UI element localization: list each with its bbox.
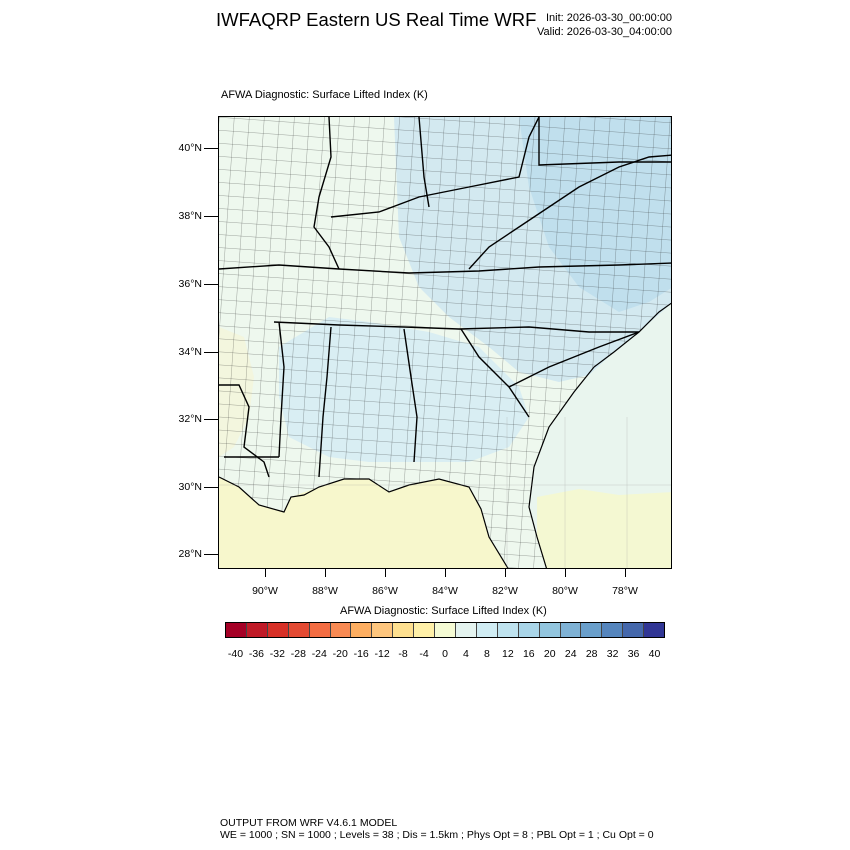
colorbar-swatch [226, 623, 247, 637]
colorbar-swatch [246, 623, 268, 637]
lat-label-40n: 40°N [178, 142, 202, 154]
lon-label-86w: 86°W [372, 585, 398, 597]
colorbar-label: 0 [442, 648, 448, 660]
colorbar-label: 4 [463, 648, 469, 660]
colorbar [225, 622, 665, 638]
lat-label-28n: 28°N [178, 548, 202, 560]
colorbar-label: 20 [543, 648, 556, 660]
footer-run-params: WE = 1000 ; SN = 1000 ; Levels = 38 ; Di… [220, 829, 654, 841]
lon-tick [265, 569, 266, 577]
colorbar-swatch [539, 623, 561, 637]
neutral-gulf [219, 477, 508, 568]
colorbar-label: 12 [502, 648, 514, 660]
colorbar-label: 32 [606, 648, 619, 660]
county-borders [219, 117, 671, 568]
lat-label-38n: 38°N [178, 210, 202, 222]
colorbar-swatch [351, 623, 373, 637]
lon-tick [385, 569, 386, 577]
lon-label-90w: 90°W [252, 585, 278, 597]
map-panel [218, 116, 672, 569]
colorbar-swatch [560, 623, 582, 637]
lat-tick [204, 216, 218, 217]
lon-tick [565, 569, 566, 577]
colorbar-label: -28 [290, 648, 306, 660]
colorbar-label: 16 [522, 648, 535, 660]
graticule [219, 417, 671, 568]
colorbar-swatch [309, 623, 331, 637]
colorbar-label: -4 [419, 648, 429, 660]
colorbar-swatch [393, 623, 415, 637]
chart-title: IWFAQRP Eastern US Real Time WRF [216, 9, 537, 30]
lat-tick [204, 554, 218, 555]
colorbar-swatch [330, 623, 352, 637]
colorbar-swatch [435, 623, 456, 637]
neutral-atlantic [537, 489, 671, 568]
colorbar-swatch [581, 623, 603, 637]
lon-tick [445, 569, 446, 577]
footer-model-info: OUTPUT FROM WRF V4.6.1 MODEL [220, 817, 398, 829]
colorbar-title: AFWA Diagnostic: Surface Lifted Index (K… [340, 605, 547, 617]
colorbar-swatch [518, 623, 540, 637]
colorbar-label: -24 [311, 648, 327, 660]
coastline [219, 302, 671, 568]
lat-tick [204, 487, 218, 488]
colorbar-swatch [372, 623, 394, 637]
colorbar-swatch [414, 623, 436, 637]
lat-label-34n: 34°N [178, 346, 202, 358]
lon-label-82w: 82°W [492, 585, 518, 597]
colorbar-label: 36 [627, 648, 640, 660]
colorbar-label: 8 [483, 648, 490, 660]
colorbar-label: -40 [227, 648, 244, 660]
init-time: Init: 2026-03-30_00:00:00 [546, 12, 672, 24]
lat-tick [204, 148, 218, 149]
colorbar-label: -36 [248, 648, 265, 660]
lon-tick [625, 569, 626, 577]
colorbar-swatch [476, 623, 498, 637]
lat-tick [204, 419, 218, 420]
lon-label-78w: 78°W [612, 585, 638, 597]
lat-label-32n: 32°N [178, 413, 202, 425]
colorbar-swatch [602, 623, 624, 637]
lon-tick [325, 569, 326, 577]
colorbar-label: -20 [332, 648, 348, 660]
lon-label-80w: 80°W [552, 585, 578, 597]
colorbar-swatch [267, 623, 289, 637]
panel-title: AFWA Diagnostic: Surface Lifted Index (K… [221, 89, 428, 101]
lat-label-36n: 36°N [178, 278, 202, 290]
colorbar-swatch [288, 623, 310, 637]
lon-label-84w: 84°W [432, 585, 458, 597]
colorbar-swatch [644, 623, 665, 637]
lat-tick [204, 284, 218, 285]
colorbar-label: -16 [353, 648, 369, 660]
colorbar-swatch [497, 623, 519, 637]
colorbar-label: -12 [374, 648, 390, 660]
lon-tick [505, 569, 506, 577]
colorbar-label: -8 [398, 648, 408, 660]
colorbar-label: 28 [585, 648, 598, 660]
lat-label-30n: 30°N [178, 481, 202, 493]
lat-tick [204, 352, 218, 353]
state-borders [219, 117, 671, 478]
colorbar-label: 40 [648, 648, 661, 660]
colorbar-swatch [623, 623, 645, 637]
colorbar-swatch [455, 623, 477, 637]
lon-label-88w: 88°W [312, 585, 338, 597]
map-svg [219, 117, 671, 568]
colorbar-label: -32 [269, 648, 285, 660]
valid-time: Valid: 2026-03-30_04:00:00 [537, 26, 672, 38]
colorbar-label: 24 [564, 648, 577, 660]
